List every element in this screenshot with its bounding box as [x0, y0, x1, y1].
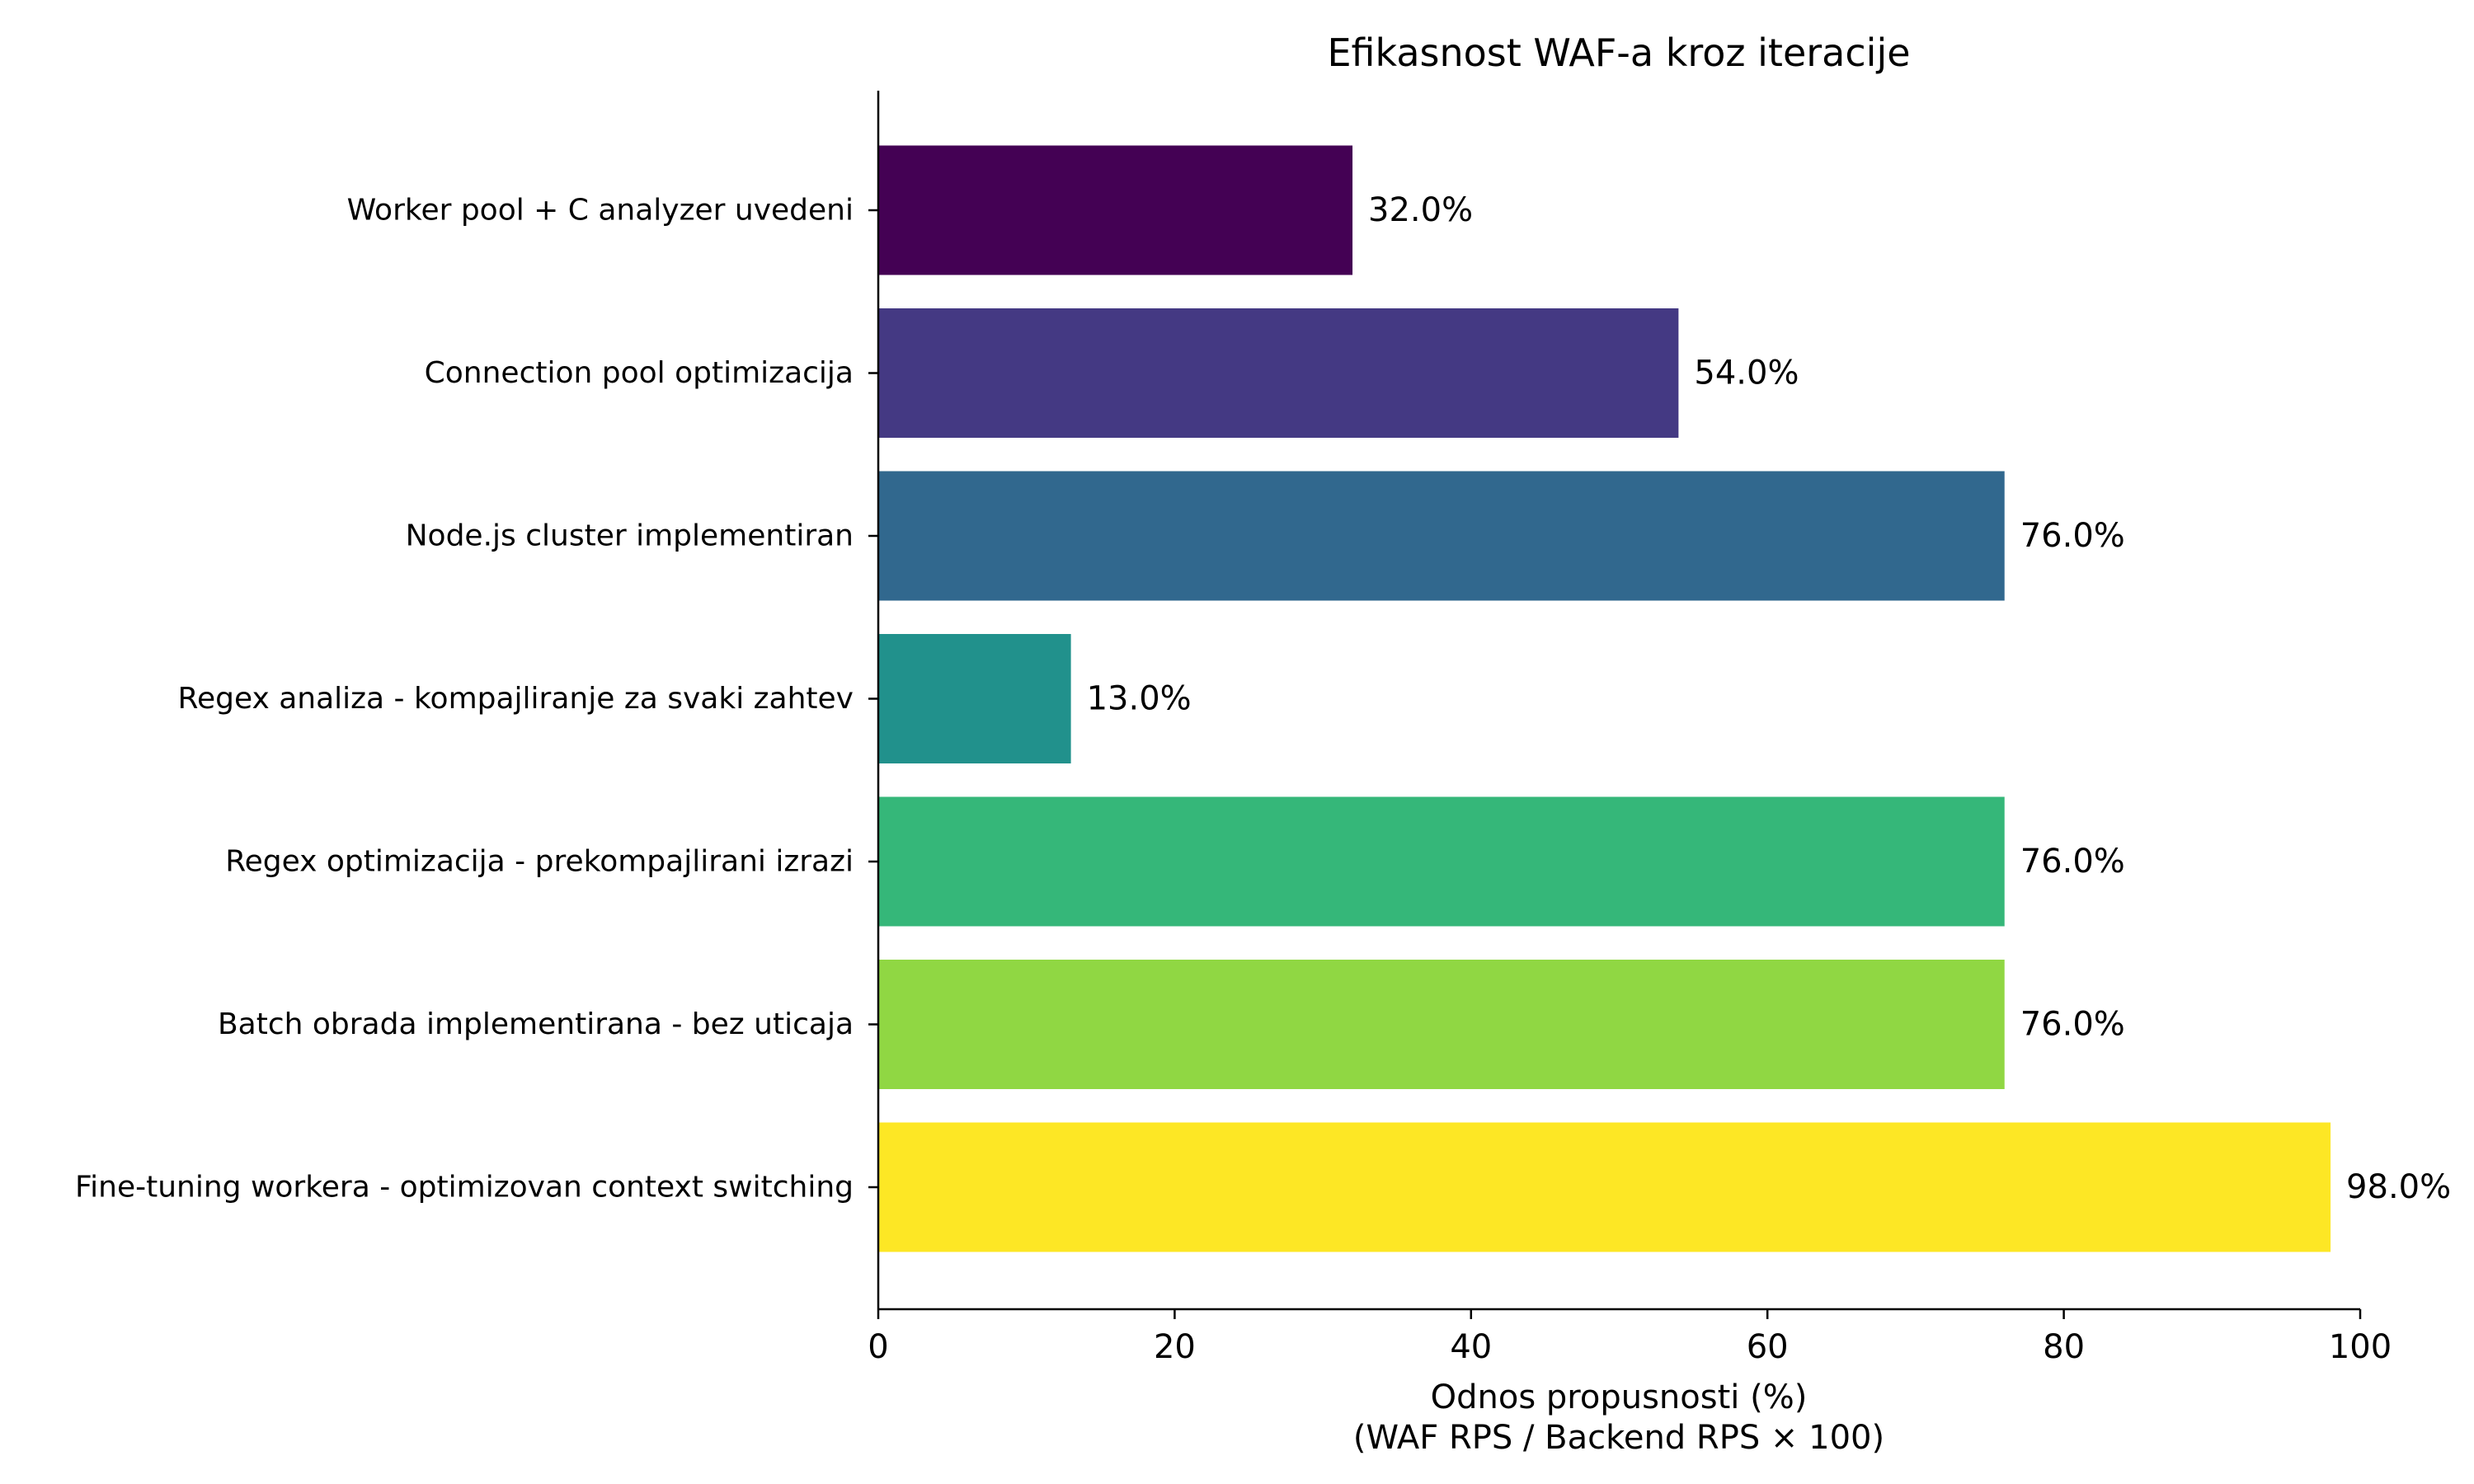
category-labels: Worker pool + C analyzer uvedeni Connecti…	[75, 194, 878, 1205]
category-label: Regex analiza - kompajliranje za svaki z…	[178, 682, 854, 716]
value-label: 32.0%	[1368, 191, 1473, 229]
x-tick-label: 0	[868, 1328, 888, 1366]
x-tick-label: 20	[1154, 1328, 1196, 1366]
category-label: Node.js cluster implementiran	[406, 519, 854, 553]
value-label: 76.0%	[2020, 1006, 2125, 1044]
x-tick-label: 100	[2329, 1328, 2392, 1366]
bar-6	[878, 960, 2005, 1089]
bars-layer	[878, 145, 2331, 1252]
category-label: Worker pool + C analyzer uvedeni	[347, 194, 854, 228]
x-axis-ticks: 0 20 40 60 80 100	[868, 1309, 2392, 1366]
bar-4	[878, 634, 1071, 763]
x-axis-label: Odnos propusnosti (%)	[1431, 1378, 1808, 1416]
bar-7	[878, 1122, 2331, 1252]
value-label: 13.0%	[1087, 680, 1192, 718]
value-label: 98.0%	[2346, 1168, 2451, 1206]
bar-5	[878, 796, 2005, 927]
category-label: Regex optimizacija - prekompajlirani izr…	[225, 845, 854, 879]
x-tick-label: 60	[1747, 1328, 1789, 1366]
x-axis-label-subtitle: (WAF RPS / Backend RPS × 100)	[1353, 1419, 1884, 1457]
chart-title: Efikasnost WAF-a kroz iteracije	[1327, 31, 1910, 75]
x-tick-label: 80	[2043, 1328, 2085, 1366]
value-label: 76.0%	[2020, 843, 2125, 881]
category-label: Connection pool optimizacija	[425, 356, 854, 390]
value-labels: 32.0% 54.0% 76.0% 13.0% 76.0% 76.0% 98.0%	[1087, 191, 2452, 1206]
bar-1	[878, 145, 1353, 275]
x-tick-label: 40	[1450, 1328, 1492, 1366]
category-label: Fine-tuning workera - optimizovan contex…	[75, 1171, 854, 1205]
bar-3	[878, 471, 2005, 601]
value-label: 76.0%	[2020, 517, 2125, 555]
bar-2	[878, 308, 1679, 438]
category-label: Batch obrada implementirana - bez uticaj…	[218, 1007, 854, 1041]
value-label: 54.0%	[1694, 355, 1799, 392]
